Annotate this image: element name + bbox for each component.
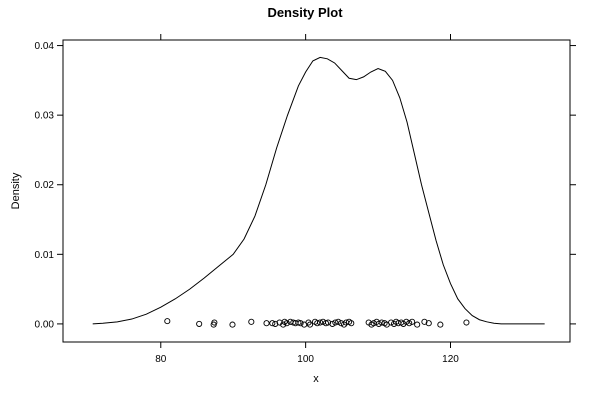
- data-point: [297, 320, 304, 327]
- data-point: [306, 321, 314, 328]
- data-point: [335, 318, 342, 325]
- data-point: [332, 319, 339, 326]
- data-point: [164, 318, 171, 325]
- data-point: [378, 319, 385, 326]
- density-curve: [92, 56, 545, 325]
- data-point: [196, 320, 203, 327]
- chart-title: Density Plot: [267, 5, 343, 20]
- y-tick-label: 0.03: [35, 111, 55, 122]
- data-point: [414, 321, 421, 328]
- x-axis-label: x: [313, 373, 319, 385]
- data-point: [248, 318, 255, 325]
- x-tick-label: 120: [442, 354, 459, 365]
- data-point: [329, 320, 336, 327]
- data-point: [403, 318, 410, 325]
- data-point: [229, 321, 236, 328]
- axis-ticks: [57, 34, 576, 348]
- x-tick-label: 80: [155, 354, 167, 365]
- data-point: [272, 320, 279, 327]
- data-point: [317, 319, 324, 326]
- y-tick-label: 0.00: [35, 319, 55, 330]
- data-point: [263, 320, 270, 327]
- data-point: [437, 321, 444, 328]
- data-point: [211, 319, 218, 326]
- data-point: [463, 319, 470, 326]
- data-point: [314, 320, 321, 327]
- data-point: [421, 318, 428, 325]
- data-point: [269, 320, 276, 327]
- data-points: [164, 318, 470, 328]
- data-point: [409, 318, 416, 325]
- data-point: [406, 320, 413, 327]
- axis-tick-labels: 80 100 120 0.00 0.01 0.02 0.03 0.04: [35, 41, 460, 365]
- plot-frame: [62, 39, 571, 343]
- data-point: [375, 320, 382, 327]
- data-point: [283, 320, 290, 327]
- y-axis-label: Density: [10, 172, 22, 209]
- y-tick-label: 0.02: [35, 180, 55, 191]
- y-tick-label: 0.01: [35, 250, 55, 261]
- x-tick-label: 100: [297, 354, 314, 365]
- data-point: [325, 319, 332, 326]
- data-point: [425, 320, 432, 327]
- data-point: [348, 320, 355, 327]
- y-tick-label: 0.04: [35, 41, 55, 52]
